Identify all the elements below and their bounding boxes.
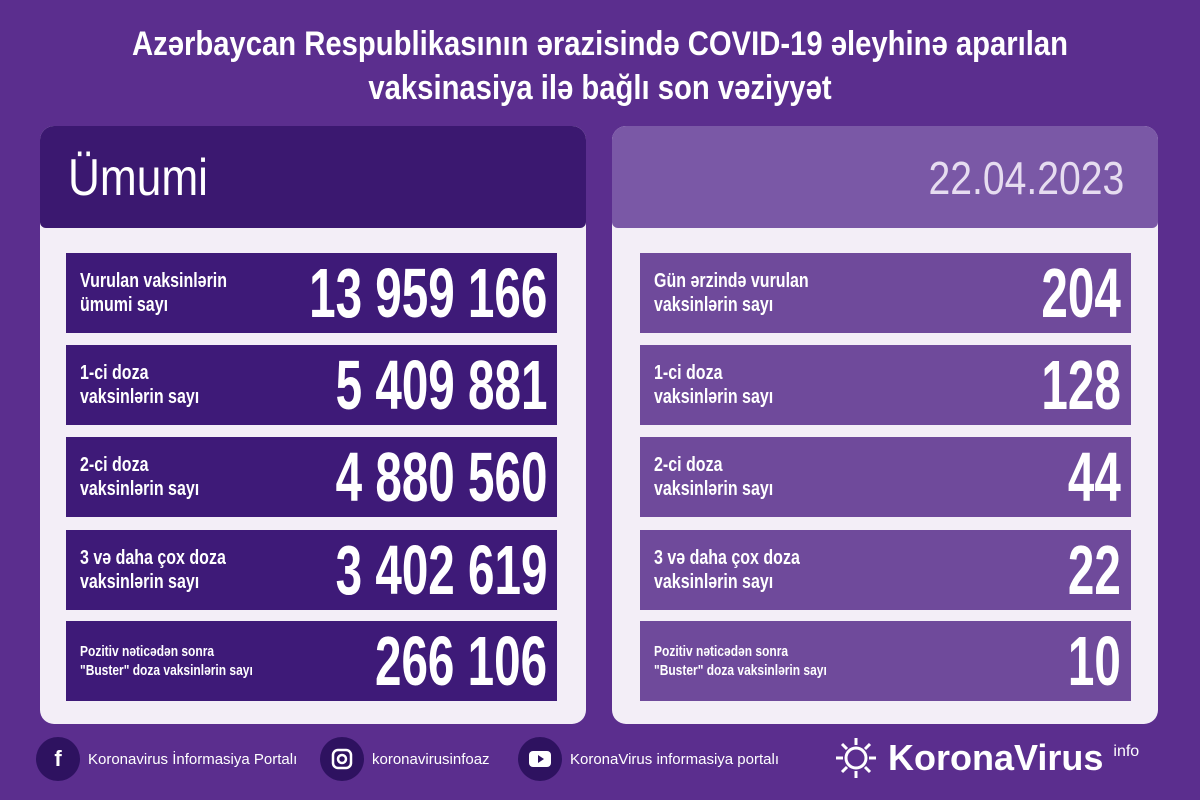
stat-row: Vurulan vaksinlərin ümumi sayı 13 959 166 <box>66 253 557 333</box>
stat-label: 3 və daha çox doza vaksinlərin sayı <box>654 547 800 593</box>
stat-label: 2-ci doza vaksinlərin sayı <box>80 454 200 500</box>
facebook-label: Koronavirus İnformasiya Portalı <box>88 750 298 768</box>
stat-value: 13 959 166 <box>308 254 547 332</box>
stat-value: 204 <box>1041 254 1121 332</box>
stat-row: Pozitiv nəticədən sonra "Buster" doza va… <box>66 621 557 701</box>
stat-value: 44 <box>1068 438 1121 516</box>
stat-value: 22 <box>1068 531 1121 609</box>
stat-value: 266 106 <box>374 622 547 700</box>
stat-value: 4 880 560 <box>335 438 547 516</box>
koronavirus-logo: KoronaVirus info <box>834 736 1139 780</box>
footer: f Koronavirus İnformasiya Portalı koronav… <box>36 736 1166 782</box>
stat-label: 1-ci doza vaksinlərin sayı <box>654 362 774 408</box>
instagram-link[interactable]: koronavirusinfoaz <box>320 736 490 782</box>
stat-label: 3 və daha çox doza vaksinlərin sayı <box>80 547 226 593</box>
daily-panel: 22.04.2023 Gün ərzində vurulan vaksinlər… <box>612 126 1158 724</box>
logo-name: KoronaVirus <box>888 737 1104 778</box>
stat-value: 5 409 881 <box>335 346 547 424</box>
instagram-label: koronavirusinfoaz <box>372 750 490 768</box>
stat-row: 3 və daha çox doza vaksinlərin sayı 3 402… <box>66 530 557 610</box>
stat-row: 1-ci doza vaksinlərin sayı 5 409 881 <box>66 345 557 425</box>
title-line-2: vaksinasiya ilə bağlı son vəziyyət <box>368 69 832 107</box>
youtube-link[interactable]: KoronaVirus informasiya portalı <box>518 736 779 782</box>
instagram-icon <box>320 737 364 781</box>
page-title: Azərbaycan Respublikasının ərazisində CO… <box>84 22 1116 110</box>
stat-label: 2-ci doza vaksinlərin sayı <box>654 454 774 500</box>
facebook-link[interactable]: f Koronavirus İnformasiya Portalı <box>36 736 297 782</box>
virus-sun-icon <box>836 738 876 778</box>
total-panel: Ümumi Vurulan vaksinlərin ümumi sayı 13 9… <box>40 126 586 724</box>
logo-sup: info <box>1113 743 1140 760</box>
stat-row: Gün ərzində vurulan vaksinlərin sayı 204 <box>640 253 1131 333</box>
youtube-icon <box>518 737 562 781</box>
total-header-label: Ümumi <box>68 149 208 207</box>
stat-value: 10 <box>1068 622 1121 700</box>
stat-label: Gün ərzində vurulan vaksinlərin sayı <box>654 270 809 316</box>
stat-row: 1-ci doza vaksinlərin sayı 128 <box>640 345 1131 425</box>
facebook-icon: f <box>36 737 80 781</box>
stat-row: 3 və daha çox doza vaksinlərin sayı 22 <box>640 530 1131 610</box>
stat-label: Pozitiv nəticədən sonra "Buster" doza va… <box>654 643 827 679</box>
youtube-label: KoronaVirus informasiya portalı <box>570 750 779 768</box>
date-label: 22.04.2023 <box>928 152 1124 204</box>
total-header: Ümumi <box>40 126 586 228</box>
stat-value: 128 <box>1041 346 1121 424</box>
stat-value: 3 402 619 <box>335 531 547 609</box>
stat-label: Pozitiv nəticədən sonra "Buster" doza va… <box>80 643 253 679</box>
stat-row: 2-ci doza vaksinlərin sayı 4 880 560 <box>66 437 557 517</box>
stat-row: 2-ci doza vaksinlərin sayı 44 <box>640 437 1131 517</box>
title-line-1: Azərbaycan Respublikasının ərazisində CO… <box>131 25 1069 63</box>
stat-label: 1-ci doza vaksinlərin sayı <box>80 362 200 408</box>
stat-row: Pozitiv nəticədən sonra "Buster" doza va… <box>640 621 1131 701</box>
stat-label: Vurulan vaksinlərin ümumi sayı <box>80 270 228 316</box>
date-header: 22.04.2023 <box>612 126 1158 228</box>
